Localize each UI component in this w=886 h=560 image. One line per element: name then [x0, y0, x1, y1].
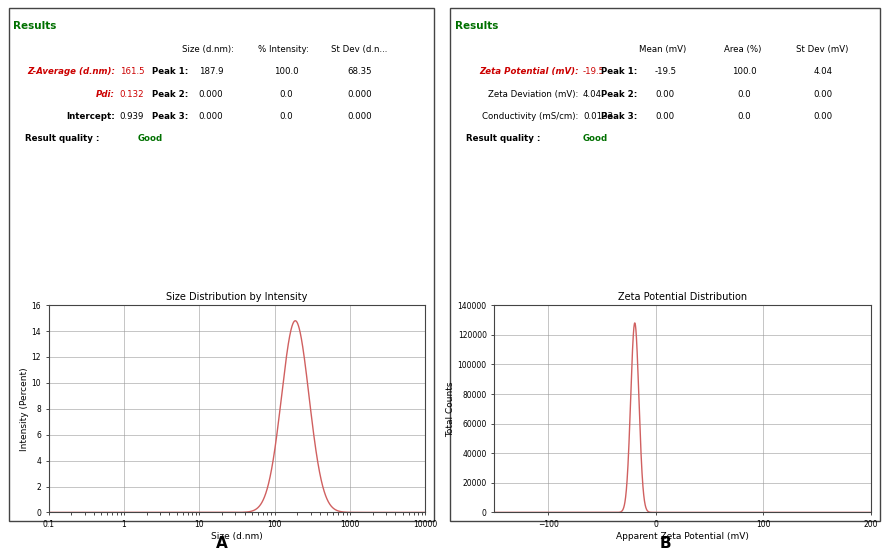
Text: Size (d.nm):: Size (d.nm):: [183, 45, 234, 54]
Text: Pdi:: Pdi:: [97, 90, 115, 99]
Text: 4.04: 4.04: [813, 67, 833, 76]
Text: Result quality :: Result quality :: [25, 134, 99, 143]
Text: Intercept:: Intercept:: [66, 112, 115, 121]
Text: Zeta Potential (mV):: Zeta Potential (mV):: [479, 67, 579, 76]
Text: 0.0: 0.0: [279, 112, 293, 121]
Text: -19.5: -19.5: [655, 67, 676, 76]
Text: Results: Results: [455, 21, 498, 31]
Text: Peak 3:: Peak 3:: [601, 112, 637, 121]
Text: Good: Good: [583, 134, 608, 143]
Text: Area (%): Area (%): [724, 45, 761, 54]
Text: 100.0: 100.0: [274, 67, 299, 76]
Text: 0.0133: 0.0133: [583, 112, 613, 121]
Text: Peak 1:: Peak 1:: [152, 67, 189, 76]
Text: St Dev (mV): St Dev (mV): [796, 45, 849, 54]
Text: Results: Results: [13, 21, 57, 31]
Text: % Intensity:: % Intensity:: [258, 45, 309, 54]
Text: -19.5: -19.5: [583, 67, 605, 76]
Y-axis label: Total Counts: Total Counts: [446, 381, 455, 437]
Text: 0.00: 0.00: [813, 90, 833, 99]
Text: 0.939: 0.939: [120, 112, 144, 121]
Text: 0.00: 0.00: [656, 90, 675, 99]
Text: 100.0: 100.0: [732, 67, 757, 76]
Text: 0.000: 0.000: [198, 90, 223, 99]
Title: Zeta Potential Distribution: Zeta Potential Distribution: [618, 292, 747, 302]
Text: Peak 1:: Peak 1:: [601, 67, 637, 76]
Text: 68.35: 68.35: [347, 67, 372, 76]
Text: Conductivity (mS/cm):: Conductivity (mS/cm):: [482, 112, 579, 121]
Text: 0.132: 0.132: [120, 90, 144, 99]
Text: 161.5: 161.5: [120, 67, 144, 76]
Text: Mean (mV): Mean (mV): [639, 45, 687, 54]
X-axis label: Size (d.nm): Size (d.nm): [211, 532, 263, 541]
Text: Peak 2:: Peak 2:: [152, 90, 189, 99]
Text: 4.04: 4.04: [583, 90, 602, 99]
Text: 0.000: 0.000: [347, 90, 372, 99]
Text: Zeta Deviation (mV):: Zeta Deviation (mV):: [488, 90, 579, 99]
Text: 0.0: 0.0: [737, 112, 751, 121]
Text: Z-Average (d.nm):: Z-Average (d.nm):: [27, 67, 115, 76]
Text: 0.000: 0.000: [198, 112, 223, 121]
Text: B: B: [659, 536, 671, 550]
Text: Result quality :: Result quality :: [466, 134, 540, 143]
Text: 187.9: 187.9: [198, 67, 223, 76]
Text: 0.0: 0.0: [737, 90, 751, 99]
Text: 0.0: 0.0: [279, 90, 293, 99]
Text: 0.00: 0.00: [656, 112, 675, 121]
Text: Peak 2:: Peak 2:: [601, 90, 637, 99]
Title: Size Distribution by Intensity: Size Distribution by Intensity: [167, 292, 307, 302]
X-axis label: Apparent Zeta Potential (mV): Apparent Zeta Potential (mV): [617, 532, 749, 541]
Text: St Dev (d.n...: St Dev (d.n...: [330, 45, 387, 54]
Text: A: A: [215, 536, 228, 550]
Text: 0.000: 0.000: [347, 112, 372, 121]
Text: Peak 3:: Peak 3:: [152, 112, 189, 121]
Y-axis label: Intensity (Percent): Intensity (Percent): [19, 367, 28, 451]
Text: Good: Good: [137, 134, 162, 143]
Text: 0.00: 0.00: [813, 112, 833, 121]
